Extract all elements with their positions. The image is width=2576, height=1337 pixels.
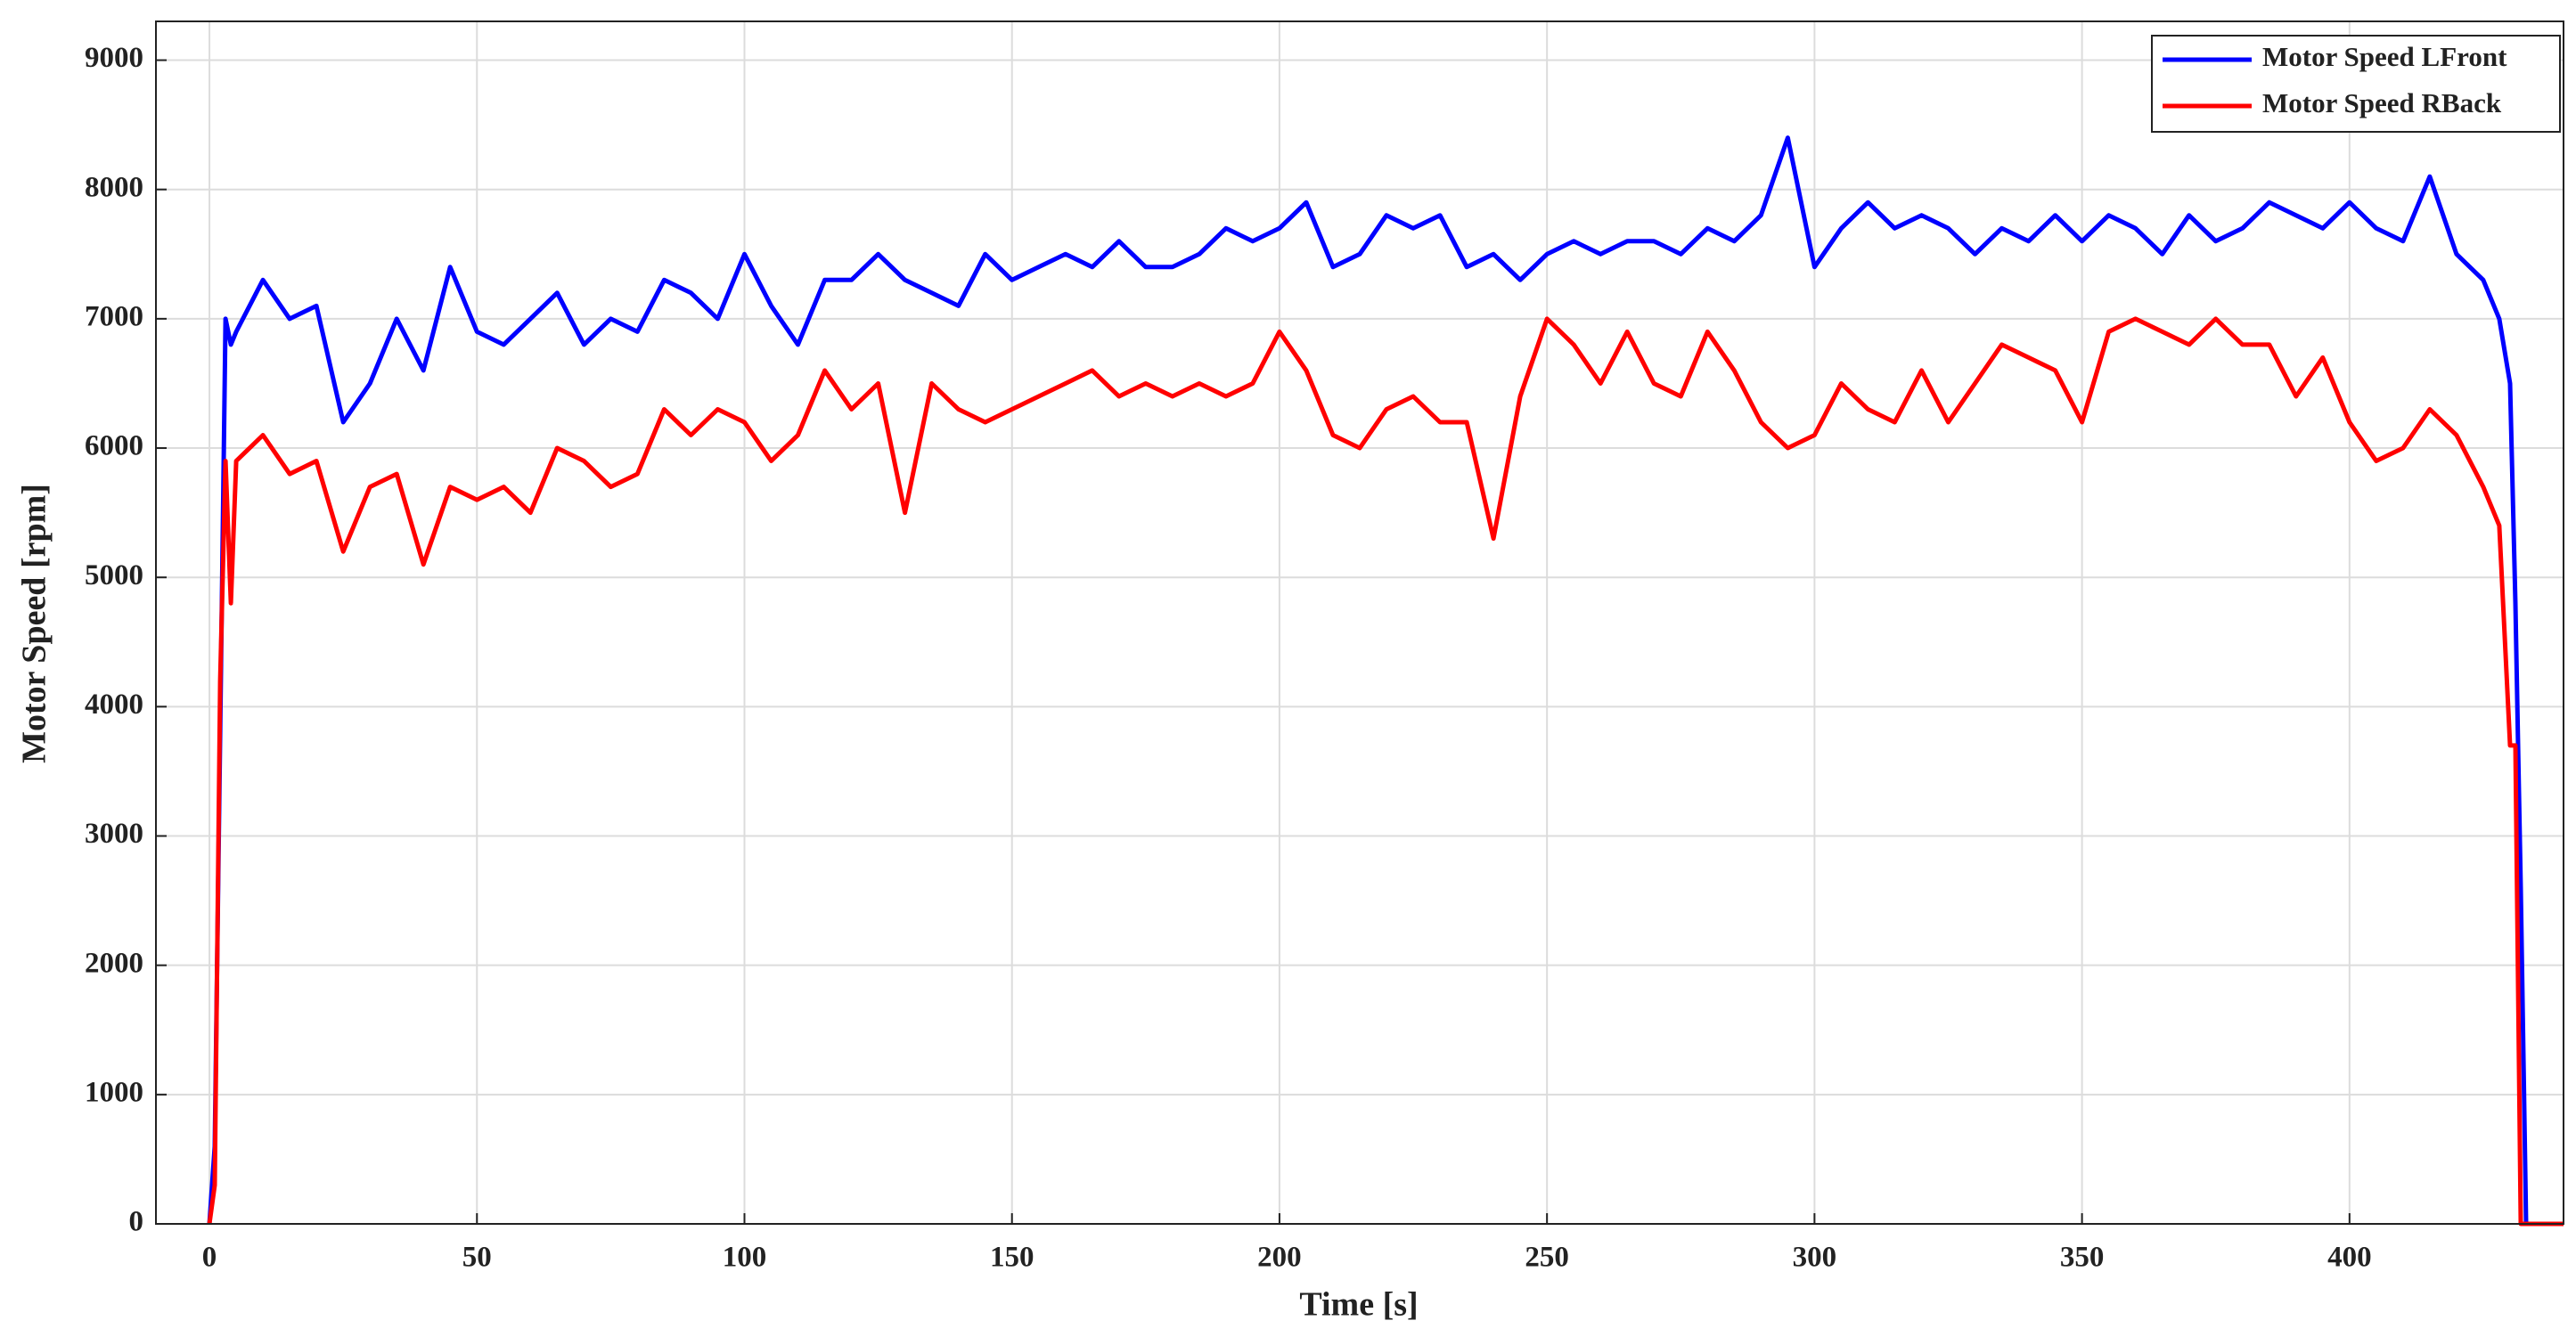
x-tick-label: 300 [1793, 1242, 1837, 1274]
x-tick-label: 250 [1525, 1242, 1569, 1274]
plot-frame [155, 20, 2564, 1225]
y-tick-label: 4000 [85, 689, 143, 721]
legend-box [2151, 35, 2561, 133]
x-tick-label: 150 [990, 1242, 1034, 1274]
y-tick-label: 1000 [85, 1076, 143, 1108]
y-tick-label: 6000 [85, 430, 143, 462]
x-tick-label: 200 [1257, 1242, 1302, 1274]
x-tick-label: 350 [2060, 1242, 2105, 1274]
y-tick-label: 3000 [85, 818, 143, 850]
x-axis-label: Time [s] [1299, 1286, 1418, 1324]
x-tick-label: 50 [462, 1242, 492, 1274]
x-tick-label: 0 [202, 1242, 217, 1274]
x-tick-label: 100 [723, 1242, 767, 1274]
y-tick-label: 0 [129, 1206, 144, 1238]
y-tick-label: 9000 [85, 42, 143, 74]
y-tick-label: 7000 [85, 300, 143, 332]
x-tick-label: 400 [2327, 1242, 2372, 1274]
y-tick-label: 5000 [85, 559, 143, 591]
data-line [207, 135, 2564, 1227]
data-line [207, 316, 2564, 1227]
y-tick-label: 2000 [85, 947, 143, 979]
y-tick-label: 8000 [85, 171, 143, 203]
legend-label: Motor Speed RBack [2262, 87, 2502, 118]
y-axis-label: Motor Speed [rpm] [16, 484, 53, 763]
legend-label: Motor Speed LFront [2262, 41, 2507, 72]
